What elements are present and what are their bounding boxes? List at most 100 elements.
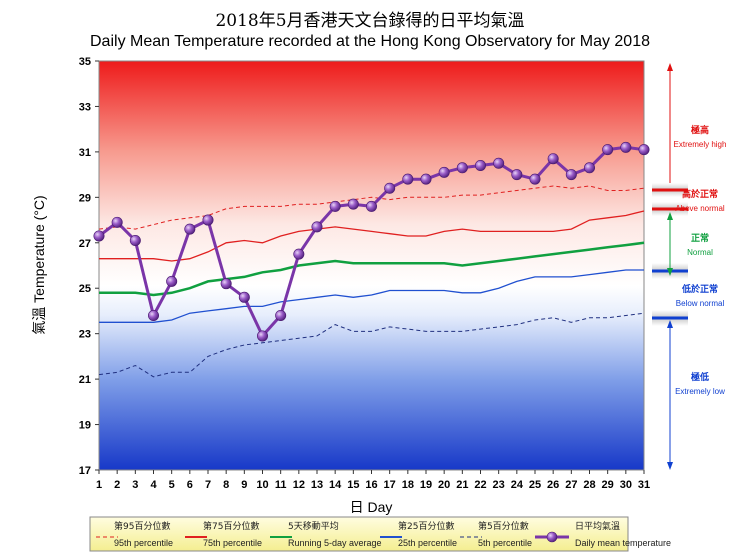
daily-mean-point [365,200,377,212]
daily-mean-point [166,275,178,287]
category-label-en: Extremely low [675,387,725,396]
daily-mean-point [529,173,541,185]
daily-mean-point [620,141,632,153]
legend: 第95百分位數 95th percentile 第75百分位數 75th percen… [89,516,671,552]
x-tick-label: 20 [438,479,450,491]
daily-mean-point [148,309,160,321]
x-tick-label: 16 [365,479,377,491]
daily-mean-point [329,200,341,212]
y-tick-label: 27 [79,238,91,250]
x-tick-label: 7 [205,479,211,491]
legend-label-zh: 第25百分位數 [398,520,454,532]
category-label-zh: 低於正常 [681,283,718,295]
category-label-zh: 極低 [690,371,709,383]
series-line-25th-percentile [99,269,644,323]
legend-box [89,516,629,552]
x-tick-label: 26 [547,479,559,491]
daily-mean-point [293,248,305,260]
x-axis-label: 日 Day [350,499,393,515]
x-axis: 1 2 3 4 5 6 7 8 9 10 11 12 13 14 15 16 17 18 19 20 21 22 23 24 2… [96,470,650,491]
daily-mean-point [638,144,650,156]
category-scale: 極高 Extremely high 高於正常 Above normal 正常 Normal… [652,63,726,470]
y-axis: 17 19 21 23 25 27 29 31 33 35 [79,56,99,477]
daily-mean-point [511,169,523,181]
x-tick-label: 8 [223,479,229,491]
daily-mean-point [238,291,250,303]
legend-label-en: 95th percentile [114,538,173,548]
daily-mean-point [202,214,214,226]
x-tick-label: 12 [293,479,305,491]
daily-mean-point [583,162,595,174]
daily-mean-point [275,309,287,321]
legend-marker [546,531,558,543]
y-tick-label: 33 [79,101,91,113]
daily-mean-point [547,153,559,165]
y-tick-label: 25 [79,283,91,295]
x-tick-label: 2 [114,479,120,491]
arrow-down-icon [667,268,673,276]
daily-mean-point [93,230,105,242]
legend-label-zh: 5天移動平均 [288,520,339,532]
daily-mean-point [184,223,196,235]
legend-label-en: 5th percentile [478,538,532,548]
plot-background [98,60,645,471]
chart-title-chinese: 2018年5月香港天文台錄得的日平均氣溫 [215,11,525,31]
daily-mean-point [438,166,450,178]
y-tick-label: 17 [79,465,91,477]
category-label-en: Below normal [676,299,725,308]
x-tick-label: 21 [456,479,468,491]
arrow-up-icon [667,212,673,220]
x-tick-label: 4 [150,479,157,491]
legend-label-en: Running 5-day average [288,538,382,548]
category-label-zh: 極高 [690,124,709,136]
legend-label-zh: 第75百分位數 [203,520,259,532]
arrow-up-icon [667,320,673,328]
daily-mean-point [420,173,432,185]
y-axis-label: 氣溫 Temperature (°C) [31,195,47,334]
series-group [93,141,650,378]
x-tick-label: 24 [511,479,524,491]
x-tick-label: 9 [241,479,247,491]
x-tick-label: 19 [420,479,432,491]
x-tick-label: 31 [638,479,650,491]
x-tick-label: 27 [565,479,577,491]
x-tick-label: 15 [347,479,359,491]
x-tick-label: 25 [529,479,541,491]
y-tick-label: 35 [79,56,91,68]
x-tick-label: 13 [311,479,323,491]
daily-mean-point [311,221,323,233]
x-tick-label: 30 [620,479,632,491]
x-tick-label: 5 [169,479,175,491]
x-tick-label: 11 [275,479,287,491]
daily-mean-point [347,198,359,210]
daily-mean-point [220,278,232,290]
x-tick-label: 3 [132,479,138,491]
category-label-en: Extremely high [674,140,727,149]
daily-mean-point [456,162,468,174]
legend-label-en: 25th percentile [398,538,457,548]
arrow-up-icon [667,63,673,71]
daily-mean-point [384,182,396,194]
x-tick-label: 29 [602,479,614,491]
y-tick-label: 19 [79,420,91,432]
x-tick-label: 14 [329,479,342,491]
legend-label-zh: 第5百分位數 [478,520,529,532]
x-tick-label: 23 [493,479,505,491]
x-tick-label: 10 [256,479,268,491]
daily-mean-point [256,330,268,342]
x-tick-label: 1 [96,479,102,491]
series-line-running-5-day-average [99,241,645,297]
legend-label-zh: 第95百分位數 [114,520,170,532]
category-label-en: Normal [687,248,713,257]
series-line-75th-percentile [99,210,645,262]
x-tick-label: 28 [583,479,595,491]
y-tick-label: 31 [79,147,91,159]
daily-mean-point [565,169,577,181]
x-tick-label: 17 [384,479,396,491]
daily-mean-point [602,144,614,156]
arrow-down-icon [667,462,673,470]
legend-label-en: Daily mean temperature [575,538,671,548]
daily-mean-point [402,173,414,185]
x-tick-label: 18 [402,479,414,491]
